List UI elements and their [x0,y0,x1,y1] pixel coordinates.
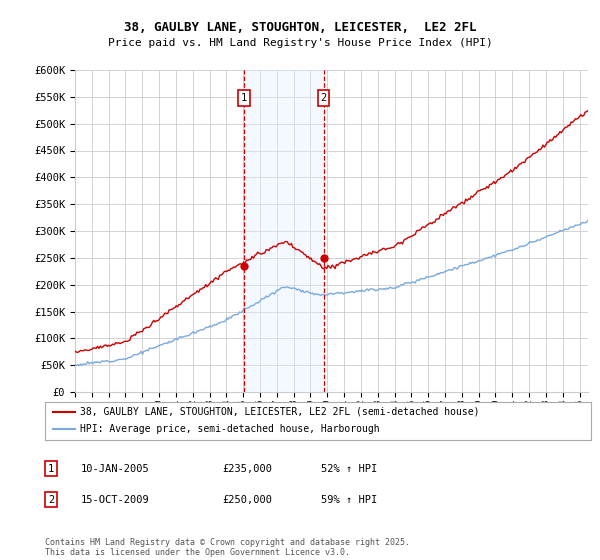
Text: 1: 1 [241,93,247,103]
Text: Contains HM Land Registry data © Crown copyright and database right 2025.
This d: Contains HM Land Registry data © Crown c… [45,538,410,557]
Text: HPI: Average price, semi-detached house, Harborough: HPI: Average price, semi-detached house,… [80,424,380,435]
Text: 59% ↑ HPI: 59% ↑ HPI [321,494,377,505]
Text: 1: 1 [48,464,54,474]
Text: £235,000: £235,000 [222,464,272,474]
Text: Price paid vs. HM Land Registry's House Price Index (HPI): Price paid vs. HM Land Registry's House … [107,38,493,48]
Text: 15-OCT-2009: 15-OCT-2009 [81,494,150,505]
Bar [244,70,324,392]
Text: £250,000: £250,000 [222,494,272,505]
Text: 38, GAULBY LANE, STOUGHTON, LEICESTER, LE2 2FL (semi-detached house): 38, GAULBY LANE, STOUGHTON, LEICESTER, L… [80,407,480,417]
Text: 2: 2 [48,494,54,505]
Text: 2: 2 [320,93,327,103]
Text: 10-JAN-2005: 10-JAN-2005 [81,464,150,474]
Text: 52% ↑ HPI: 52% ↑ HPI [321,464,377,474]
Text: 38, GAULBY LANE, STOUGHTON, LEICESTER,  LE2 2FL: 38, GAULBY LANE, STOUGHTON, LEICESTER, L… [124,21,476,34]
